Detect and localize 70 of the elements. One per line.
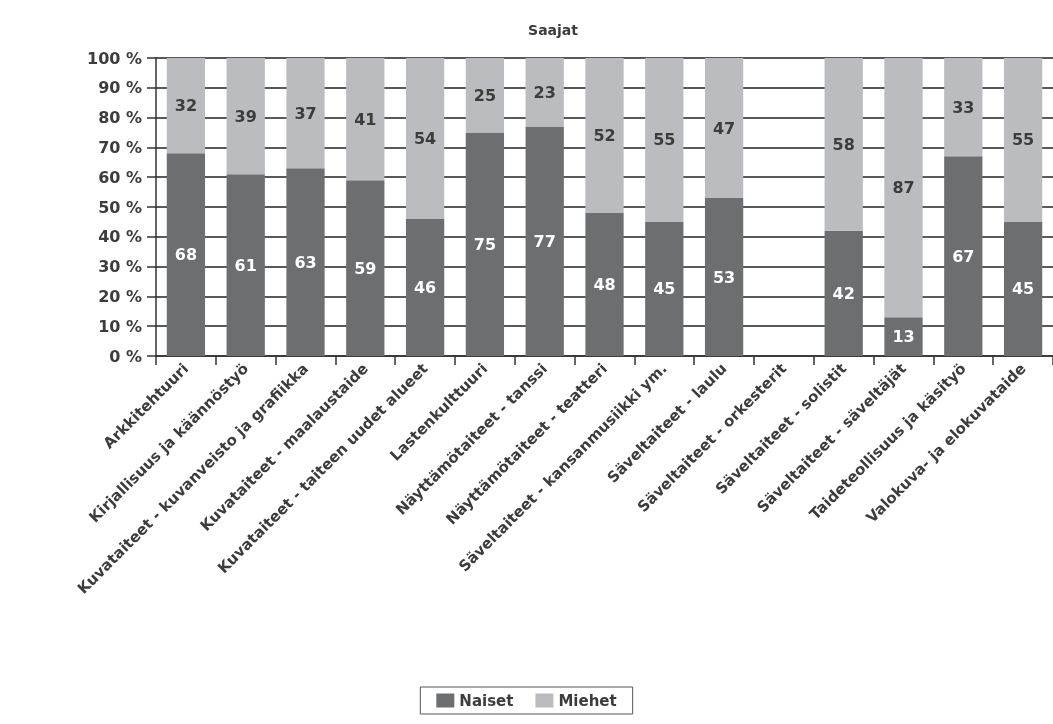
data-label: 59 [354,258,377,278]
bar [166,153,206,356]
bar [226,174,265,356]
data-label: 58 [832,134,855,154]
bar [824,58,863,231]
y-tick-label: 10 % [98,316,142,336]
bar [704,198,744,356]
data-label: 48 [593,274,616,294]
y-tick-label: 80 % [98,108,142,128]
bar [585,58,624,213]
bar [226,58,265,175]
data-label: 13 [892,327,915,347]
bar [645,221,684,356]
bar [884,317,923,356]
data-label: 32 [174,96,198,116]
bar [465,132,505,356]
data-label: 52 [593,125,616,145]
bar [525,58,564,127]
data-label: 61 [234,255,257,275]
data-label: 67 [952,246,975,266]
bar [405,58,445,219]
data-label: 55 [653,130,676,150]
y-tick-label: 50 % [98,197,142,217]
y-tick-label: 0 % [109,346,142,366]
y-tick-label: 30 % [98,257,142,277]
bar [704,58,744,199]
bar [1003,58,1043,222]
data-label: 33 [952,97,975,117]
bar [944,156,983,356]
bar [346,58,385,181]
legend-label: Miehet [558,691,617,710]
data-label: 39 [234,106,257,126]
bar [465,58,505,133]
y-tick-label: 70 % [98,137,142,157]
y-tick-label: 90 % [98,78,142,98]
data-label: 41 [354,109,377,129]
chart-title: Saajat [528,22,579,38]
data-label: 23 [533,82,556,102]
bar [944,58,983,157]
data-label: 25 [473,85,497,105]
data-label: 55 [1011,130,1035,150]
data-label: 42 [832,283,855,303]
data-label: 45 [1011,279,1035,299]
legend-label: Naiset [459,691,514,710]
bar [1003,221,1043,356]
bar [286,168,325,356]
bar [525,126,564,356]
data-label: 47 [712,118,736,138]
bar [884,58,923,318]
data-label: 46 [413,277,437,297]
y-tick-label: 100 % [87,48,142,68]
data-label: 77 [533,231,556,251]
bar [585,212,624,356]
data-label: 75 [473,234,497,254]
bar [346,180,385,356]
bar [824,230,863,356]
data-label: 68 [174,245,198,265]
data-label: 87 [892,178,915,198]
bar [286,58,325,169]
data-label: 45 [653,279,676,299]
data-label: 63 [294,252,317,272]
y-tick-label: 20 % [98,286,142,306]
data-label: 54 [413,128,437,148]
data-label: 37 [294,103,317,123]
y-tick-label: 60 % [98,167,142,187]
bar [166,58,206,154]
bar [645,58,684,222]
y-tick-label: 40 % [98,227,142,247]
bar [405,218,445,356]
data-label: 53 [712,267,736,287]
